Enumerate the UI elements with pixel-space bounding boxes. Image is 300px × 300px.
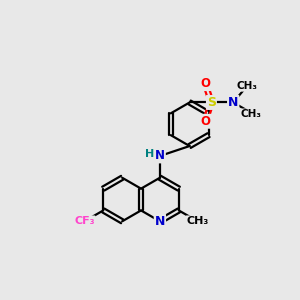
Text: CH₃: CH₃ <box>240 109 261 119</box>
Text: O: O <box>200 115 211 128</box>
Text: CH₃: CH₃ <box>187 216 209 226</box>
Text: O: O <box>200 77 211 90</box>
Text: CH₃: CH₃ <box>236 81 257 91</box>
Text: N: N <box>155 215 165 228</box>
Text: H: H <box>146 149 154 159</box>
Text: S: S <box>207 96 216 109</box>
Text: N: N <box>228 96 238 109</box>
Text: N: N <box>155 149 165 162</box>
Text: CF₃: CF₃ <box>74 216 95 226</box>
